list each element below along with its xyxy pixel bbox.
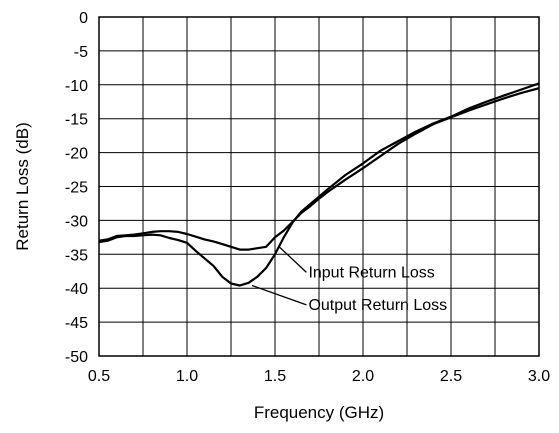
annotation-label: Output Return Loss bbox=[308, 297, 447, 314]
x-tick-label: 0.5 bbox=[88, 368, 110, 385]
y-tick-label: -30 bbox=[65, 213, 88, 230]
annotation-label: Input Return Loss bbox=[308, 264, 434, 281]
y-tick-label: -45 bbox=[65, 315, 88, 332]
y-tick-label: 0 bbox=[79, 10, 88, 27]
y-tick-label: -35 bbox=[65, 247, 88, 264]
annotations: Input Return Loss Output Return Loss bbox=[251, 245, 447, 314]
y-tick-label: -40 bbox=[65, 281, 88, 298]
series-line-output-return-loss bbox=[98, 82, 540, 287]
y-tick-label: -50 bbox=[65, 349, 88, 366]
x-tick-label: 3.0 bbox=[528, 368, 550, 385]
y-tick-label: -25 bbox=[65, 180, 88, 197]
x-axis-title: Frequency (GHz) bbox=[254, 403, 384, 422]
y-axis-title: Return Loss (dB) bbox=[13, 122, 32, 251]
annotation-leader-line bbox=[251, 284, 307, 306]
x-tick-label: 1.0 bbox=[176, 368, 198, 385]
series-lines bbox=[98, 82, 540, 287]
y-tick-label: -10 bbox=[65, 78, 88, 95]
y-tick-label: -15 bbox=[65, 112, 88, 129]
plot-frame bbox=[98, 16, 540, 357]
tick-labels: 0 -5 -10 -15 -20 -25 -30 -35 -40 -45 -500.5 1.0 1.5 2… bbox=[65, 10, 550, 385]
x-tick-label: 2.5 bbox=[440, 368, 462, 385]
x-tick-label: 2.0 bbox=[352, 368, 374, 385]
y-tick-label: -5 bbox=[74, 44, 88, 61]
y-tick-label: -20 bbox=[65, 146, 88, 163]
grid bbox=[99, 17, 539, 356]
annotation-leader-line bbox=[278, 245, 307, 273]
x-tick-label: 1.5 bbox=[264, 368, 286, 385]
